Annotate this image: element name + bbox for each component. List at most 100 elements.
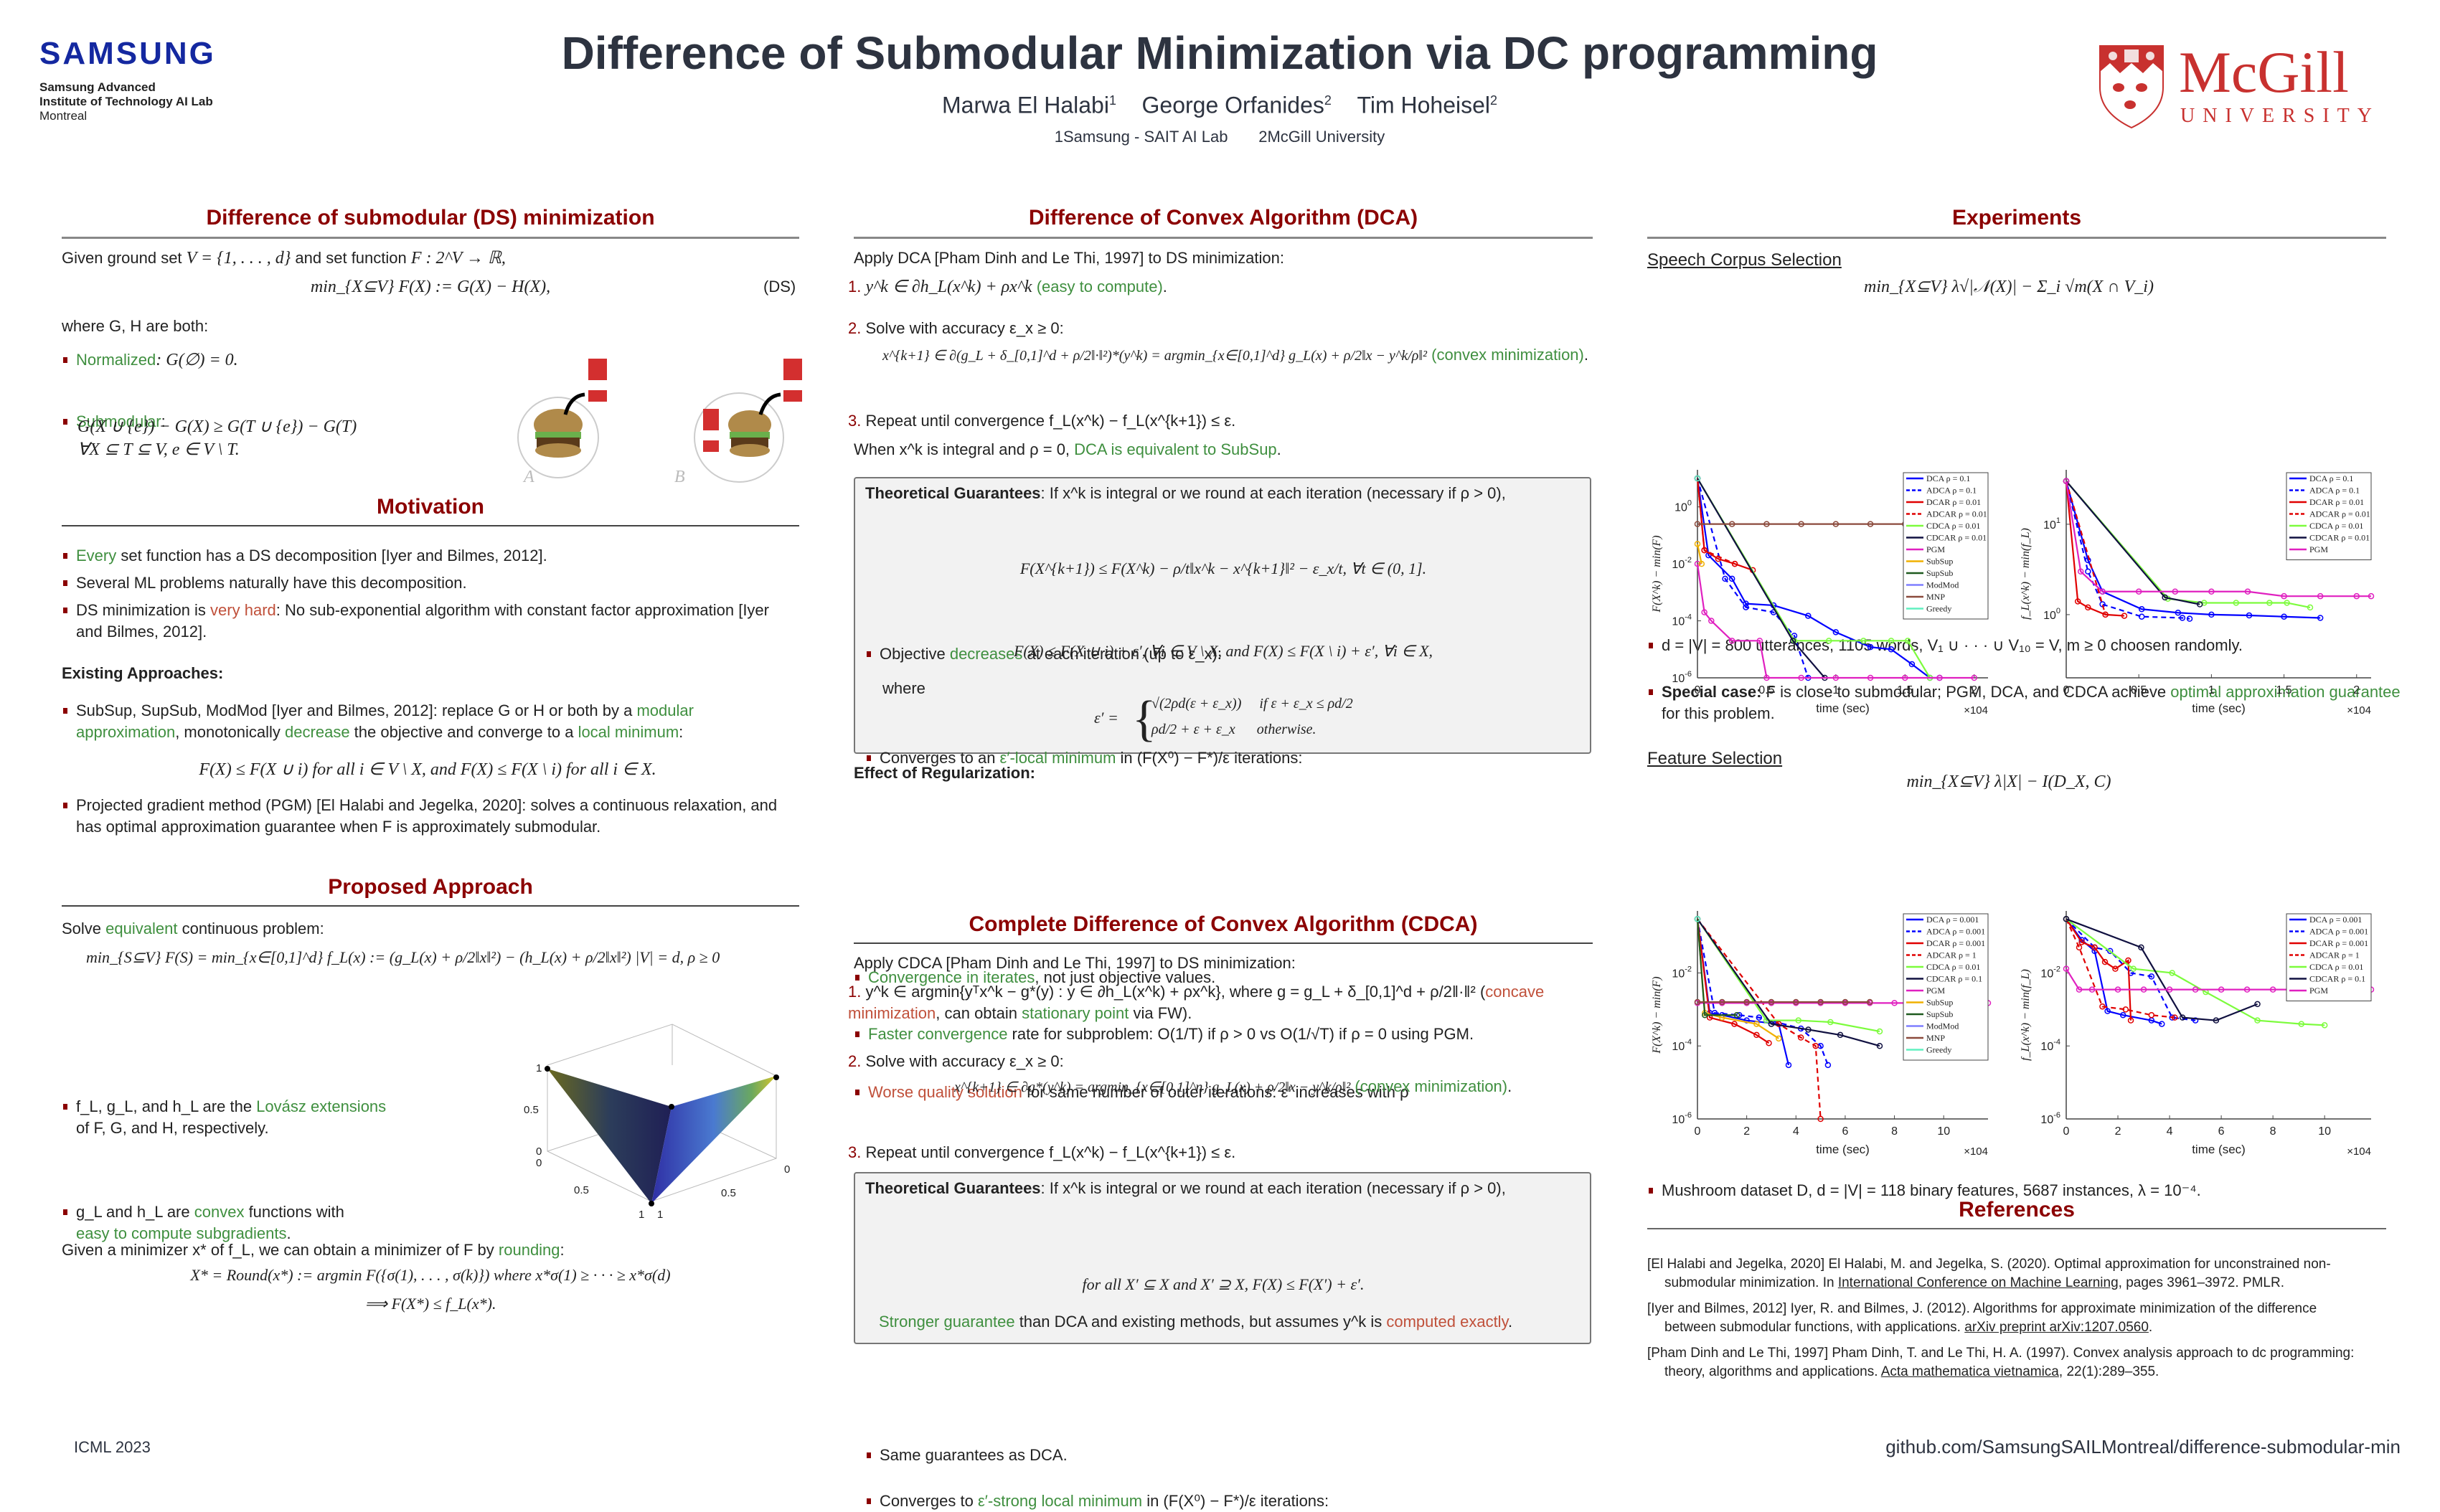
reg-r1-rest: , not just objective values. bbox=[1035, 968, 1216, 986]
data-point bbox=[1766, 1039, 1772, 1046]
proposed-b2-c: . bbox=[286, 1224, 291, 1242]
author-2: George Orfanides bbox=[1141, 92, 1324, 118]
data-point bbox=[2254, 1001, 2261, 1008]
legend-entry: PGM bbox=[1926, 544, 1945, 554]
data-point bbox=[1763, 674, 1770, 681]
legend-entry: DCAR ρ = 0.01 bbox=[1926, 497, 1981, 507]
data-point bbox=[2121, 613, 2128, 619]
cdca-step-1: 1. y^k ∈ argmin{yᵀx^k − g*(y) : y ∈ ∂h_L… bbox=[848, 981, 1573, 1024]
speech-bullet-1: d = |V| = 800 utterances, 1105 words, V₁… bbox=[1647, 635, 2401, 656]
cdca-strong-local-min: ε′-strong local minimum bbox=[977, 1492, 1143, 1510]
series-line bbox=[2065, 481, 2311, 609]
data-point bbox=[2213, 1017, 2220, 1024]
reference-venue[interactable]: Acta mathematica vietnamica bbox=[1880, 1364, 2059, 1379]
x-multiplier: ×104 bbox=[1964, 704, 1988, 717]
data-point bbox=[2353, 592, 2360, 600]
legend-entry: DCA ρ = 0.1 bbox=[2309, 473, 2353, 483]
author-2-mark: 2 bbox=[1324, 93, 1332, 108]
data-point bbox=[1728, 521, 1735, 527]
dca-decrease-eq: F(X^{k+1}) ≤ F(X^k) − ρ/t‖x^k − x^{k+1}‖… bbox=[1019, 559, 1427, 577]
dca-guarantees-box bbox=[854, 477, 1591, 754]
series-line bbox=[1697, 478, 1931, 679]
motivation-bullet-1: Every set function has a DS decompositio… bbox=[62, 545, 793, 567]
experiments-section-title: Experiments bbox=[1951, 206, 2082, 230]
ds-intro-math-1: V = {1, . . . , d} bbox=[186, 249, 291, 268]
reference-pages: , 22(1):289–355. bbox=[2058, 1364, 2159, 1379]
x-tick-05: 0.5 bbox=[574, 1184, 589, 1196]
legend-entry: Greedy bbox=[1926, 604, 1951, 614]
series-line bbox=[1696, 919, 1737, 1016]
data-point bbox=[1768, 1021, 1775, 1027]
references-section-title: References bbox=[1959, 1198, 2075, 1222]
samsung-wordmark: SAMSUNG bbox=[39, 36, 216, 71]
dca-equivalent-subsup: DCA is equivalent to SubSup bbox=[1074, 440, 1277, 458]
data-point bbox=[1731, 560, 1738, 567]
data-point bbox=[1701, 547, 1707, 554]
series-line bbox=[2065, 918, 2258, 1021]
data-point bbox=[2281, 592, 2287, 600]
dca-step-1-end: . bbox=[1162, 278, 1167, 296]
data-point bbox=[1936, 674, 1943, 681]
legend-entry: ModMod bbox=[1926, 1021, 1959, 1031]
reference-item: [El Halabi and Jegelka, 2020] El Halabi,… bbox=[1647, 1255, 2365, 1293]
cdca-strong-min-eq: for all X′ ⊆ X and X′ ⊇ X, F(X) ≤ F(X′) … bbox=[1082, 1275, 1365, 1293]
ds-normalized-eq: : G(∅) = 0. bbox=[156, 351, 238, 369]
ds-divider bbox=[62, 237, 799, 239]
cdca-concave-minimization: concave minimization bbox=[848, 983, 1545, 1022]
proposed-bullet-1: f_L, g_L, and h_L are the Lovász extensi… bbox=[62, 1096, 478, 1139]
ds-intro-text-a: Given ground set bbox=[62, 249, 187, 267]
proposed-equation: min_{S⊆V} F(S) = min_{x∈[0,1]^d} f_L(x) … bbox=[86, 948, 720, 966]
cdca-step-2-num: 2. bbox=[848, 1052, 862, 1070]
cdca-guarantee-summary: Stronger guarantee than DCA and existing… bbox=[879, 1311, 1512, 1333]
cdca-tg-b2-b: in (F(X⁰) − F*)/ε iterations: bbox=[1142, 1492, 1329, 1510]
x-axis-label: time (sec) bbox=[1816, 1143, 1870, 1156]
dca-when-a: When x^k is integral and ρ = 0, bbox=[854, 440, 1075, 458]
existing-local-minimum: local minimum bbox=[578, 723, 679, 741]
legend-entry: PGM bbox=[2309, 986, 2328, 996]
x-tick-label: 0 bbox=[1695, 684, 1701, 696]
series-line bbox=[1696, 478, 1735, 565]
dca-intro: Apply DCA [Pham Dinh and Le Thi, 1997] t… bbox=[854, 249, 1285, 267]
data-point bbox=[1756, 1014, 1763, 1021]
vertex-point bbox=[669, 1104, 674, 1110]
x-tick-label: 6 bbox=[2218, 1125, 2225, 1138]
reference-key: [El Halabi and Jegelka, 2020] bbox=[1647, 1257, 1825, 1272]
proposed-equivalent: equivalent bbox=[105, 920, 178, 937]
reference-venue[interactable]: International Conference on Machine Lear… bbox=[1837, 1275, 2119, 1290]
data-point bbox=[2102, 611, 2109, 618]
data-point bbox=[2106, 948, 2114, 955]
reg-worse-quality: Worse quality solution bbox=[868, 1083, 1022, 1101]
y-tick-label: 10-6 bbox=[1672, 1111, 1692, 1126]
reference-venue[interactable]: arXiv preprint arXiv:1207.0560 bbox=[1964, 1320, 2149, 1335]
x-tick-label: 2 bbox=[2115, 1125, 2121, 1138]
data-point bbox=[1798, 521, 1804, 527]
proposed-intro-b: continuous problem: bbox=[177, 920, 324, 937]
x-axis-label: time (sec) bbox=[1816, 701, 1870, 715]
cdca-step-2-end: . bbox=[1507, 1077, 1512, 1095]
x-tick-1: 1 bbox=[639, 1209, 644, 1221]
y-axis-label: F(X^k) − min(F) bbox=[1651, 976, 1663, 1054]
dca-tg-b1-a: Objective bbox=[880, 645, 950, 663]
series-line bbox=[1696, 919, 1790, 1066]
y-tick-label: 10-2 bbox=[1672, 556, 1692, 571]
data-point bbox=[1694, 916, 1701, 922]
motivation-b3-b: : No sub-exponential algorithm with cons… bbox=[76, 601, 769, 641]
series-line bbox=[2065, 481, 2200, 605]
existing-modular-approx: modular approximation bbox=[76, 701, 694, 741]
proposed-b2-b: functions with bbox=[244, 1203, 344, 1221]
motivation-every: Every bbox=[76, 547, 117, 564]
dca-guarantees-heading: Theoretical Guarantees: If x^k is integr… bbox=[865, 483, 1583, 504]
legend-entry: DCAR ρ = 0.01 bbox=[2309, 497, 2364, 507]
proposed-bullet-2: g_L and h_L are convex functions with ea… bbox=[62, 1201, 478, 1244]
samsung-logo: SAMSUNG Samsung Advanced Institute of Te… bbox=[39, 37, 226, 123]
illustration-a: A bbox=[517, 359, 607, 486]
y-axis-label: f_L(x^k) − min(f_L) bbox=[2020, 528, 2032, 620]
vertex-point bbox=[649, 1201, 654, 1206]
cdca-guarantees-bold: Theoretical Guarantees bbox=[865, 1179, 1041, 1197]
feature-objective: min_{X⊆V} λ|X| − I(D_X, C) bbox=[1906, 772, 2111, 791]
cdca-step-1-c: via FW). bbox=[1129, 1004, 1192, 1022]
reg-r3-rest: for same number of outer iterations: ε′ … bbox=[1022, 1083, 1409, 1101]
footer-github-link[interactable]: github.com/SamsungSAILMontreal/differenc… bbox=[1885, 1436, 2401, 1457]
ds-intro: Given ground set V = {1, . . . , d} and … bbox=[62, 247, 801, 269]
